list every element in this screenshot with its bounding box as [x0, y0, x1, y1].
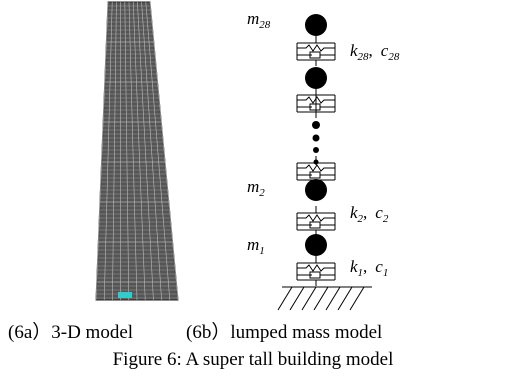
mass	[305, 14, 327, 36]
symbol: m	[247, 235, 259, 254]
ellipsis-dot	[313, 147, 319, 153]
hatch	[326, 287, 340, 310]
hatch	[290, 287, 304, 310]
figure: m28m2m1k28,c28k2,c2k1,c1 (6a）3-D model (…	[0, 0, 505, 383]
spring-dashpot	[297, 206, 335, 236]
spring	[297, 165, 335, 171]
math-label: m2	[247, 177, 265, 199]
separator: ,	[363, 203, 367, 222]
mass	[305, 67, 327, 89]
spring-dashpot	[297, 36, 335, 66]
tower-base	[118, 292, 132, 298]
tower-model	[96, 2, 178, 300]
mass	[305, 179, 327, 201]
spring-label: k2,c2	[350, 203, 389, 225]
hatch	[302, 287, 316, 310]
subcaption-a: (6a）3-D model	[8, 321, 133, 343]
subcaption-b: (6b）lumped mass model	[186, 321, 382, 343]
mass	[305, 234, 327, 256]
subscript: 28	[259, 19, 271, 31]
ellipsis-dot	[312, 121, 320, 129]
spring	[297, 265, 335, 271]
spring-label: k28,c28	[350, 41, 400, 63]
math-label: m1	[247, 235, 265, 257]
math-label: m28	[247, 9, 271, 31]
subscript: 28	[358, 51, 370, 63]
hatch	[350, 287, 364, 310]
subscript: 2	[259, 187, 265, 199]
subscript: 28	[388, 51, 400, 63]
separator: ,	[369, 41, 373, 60]
subscript: 1	[259, 245, 265, 257]
subscript: 2	[383, 213, 389, 225]
symbol: m	[247, 177, 259, 196]
spring-dashpot	[297, 256, 335, 286]
spring	[297, 45, 335, 51]
spring-label: k1,c1	[350, 257, 388, 279]
caption: Figure 6: A super tall building model	[113, 349, 394, 370]
hatch	[314, 287, 328, 310]
hatch	[338, 287, 352, 310]
ellipsis-dot	[313, 135, 320, 142]
spring	[297, 215, 335, 221]
hatch	[278, 287, 292, 310]
separator: ,	[363, 257, 367, 276]
symbol: m	[247, 9, 259, 28]
subscript: 1	[383, 267, 389, 279]
